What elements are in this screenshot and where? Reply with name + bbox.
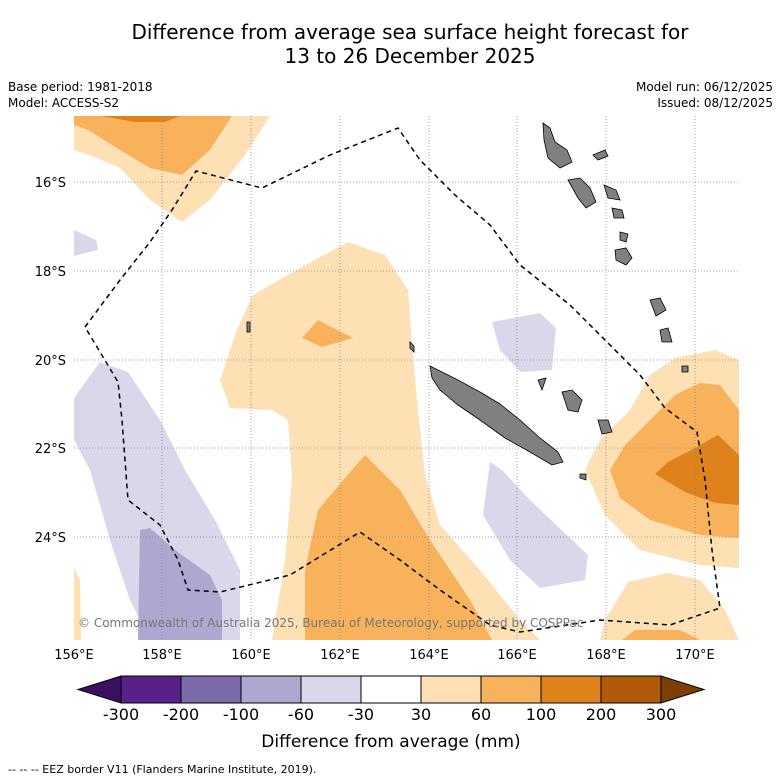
contour-pos-60-southeast [622, 630, 700, 640]
lon-label: 158°E [142, 648, 182, 663]
contour-pos-60-northwest [74, 116, 232, 175]
lat-label: 16°S [35, 176, 66, 191]
contour-neg-60-west [138, 528, 222, 640]
colorbar-tick-label: 300 [646, 705, 677, 724]
island-ouvea [537, 377, 547, 392]
island-small-east [681, 365, 689, 373]
colorbar-extend-high [660, 675, 706, 704]
colorbar-tick-label: -100 [223, 705, 259, 724]
colorbar-tick-label: 60 [471, 705, 491, 724]
contour-pos-100-northwest [100, 116, 180, 122]
eez-border [84, 127, 721, 633]
island-pines [579, 473, 587, 481]
island-vanuatu-1 [592, 149, 609, 161]
colorbar: -300 -200 -100 -60 -30 30 60 100 200 300… [76, 675, 706, 752]
lat-axis: 16°S 18°S 20°S 22°S 24°S [35, 176, 66, 546]
colorbar-tick-label: -300 [103, 705, 139, 724]
island-vanuatu-2 [603, 184, 621, 201]
title-line-1: Difference from average sea surface heig… [131, 20, 689, 44]
contour-pos-60-central-small [302, 320, 353, 347]
contour-pos-60-central-south [305, 455, 492, 640]
colorbar-segment [540, 675, 602, 704]
eez-legend: -- -- -- EEZ border V11 (Flanders Marine… [8, 763, 317, 776]
colorbar-tick-label: -30 [348, 705, 374, 724]
gridlines [74, 116, 739, 640]
island-lifou [561, 389, 583, 413]
colorbar-tick-label: -60 [288, 705, 314, 724]
colorbar-segment [300, 675, 362, 704]
lon-label: 164°E [409, 648, 449, 663]
land [246, 122, 689, 481]
island-erromango [614, 247, 633, 266]
lon-label: 156°E [54, 648, 94, 663]
title-line-2: 13 to 26 December 2025 [284, 44, 536, 68]
colorbar-ticks: -300 -200 -100 -60 -30 30 60 100 200 300 [103, 705, 676, 724]
lat-label: 22°S [35, 442, 66, 457]
colorbar-tick-label: -200 [163, 705, 199, 724]
lat-label: 20°S [35, 354, 66, 369]
island-hunter [659, 327, 673, 343]
colorbar-tick-label: 200 [586, 705, 617, 724]
model-run: Model run: 06/12/2025 [635, 80, 773, 94]
lon-label: 166°E [497, 648, 537, 663]
colorbar-segment [240, 675, 302, 704]
contour-pos-30-southeast [600, 573, 739, 640]
contour-neg-30-south [483, 462, 588, 588]
copyright-text: © Commonwealth of Australia 2025, Bureau… [78, 616, 583, 630]
contour-pos-30-southwest-edge [74, 568, 81, 640]
issued-date: Issued: 08/12/2025 [657, 96, 773, 110]
island-malekula [567, 177, 597, 209]
lat-label: 24°S [35, 531, 66, 546]
island-matthew [649, 297, 667, 317]
island-small-west [246, 321, 251, 333]
island-north-nc [409, 341, 415, 353]
lon-label: 170°E [675, 648, 715, 663]
colorbar-segment [600, 675, 662, 704]
colorbar-segment [120, 675, 182, 704]
contour-neg-30-central [492, 313, 556, 372]
colorbar-title: Difference from average (mm) [261, 732, 520, 752]
island-tanna [619, 231, 629, 243]
colorbar-tick-label: 100 [526, 705, 557, 724]
island-mare [597, 419, 613, 435]
lon-label: 162°E [320, 648, 360, 663]
lon-axis: 156°E 158°E 160°E 162°E 164°E 166°E 168°… [54, 648, 715, 663]
contour-neg-30-northwest [74, 230, 98, 256]
contour-pos-100-east [655, 435, 739, 505]
map-plot-area: © Commonwealth of Australia 2025, Bureau… [74, 116, 739, 640]
colorbar-segment [360, 675, 422, 704]
contour-pos-30-central [220, 242, 540, 640]
island-efate [611, 207, 625, 219]
lat-label: 18°S [35, 265, 66, 280]
lon-label: 160°E [231, 648, 271, 663]
model-name: Model: ACCESS-S2 [8, 96, 120, 110]
colorbar-segment [180, 675, 242, 704]
colorbar-segment [480, 675, 542, 704]
colorbar-tick-label: 30 [411, 705, 431, 724]
base-period: Base period: 1981-2018 [8, 80, 153, 94]
colorbar-segment [420, 675, 482, 704]
island-new-caledonia [429, 365, 564, 466]
island-espiritu-santo [542, 122, 573, 169]
lon-label: 168°E [586, 648, 626, 663]
colorbar-extend-low [76, 675, 122, 704]
